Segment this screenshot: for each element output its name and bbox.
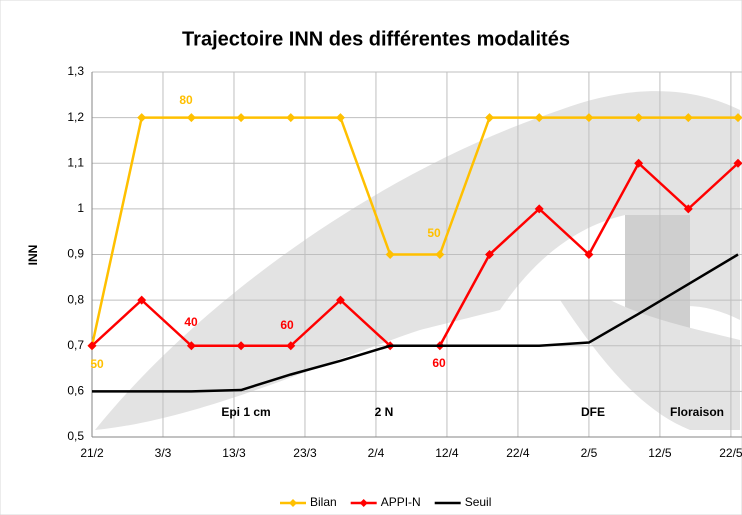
annotation: 50: [90, 357, 104, 371]
annotation: Epi 1 cm: [221, 405, 270, 419]
annotation: Floraison: [670, 405, 724, 419]
legend-label: Seuil: [465, 495, 492, 509]
chart-title: Trajectoire INN des différentes modalité…: [182, 28, 570, 50]
legend-label: Bilan: [310, 495, 337, 509]
y-tick-label: 0,9: [67, 247, 84, 261]
x-tick-label: 3/3: [155, 446, 172, 460]
y-axis-label: INN: [26, 245, 40, 266]
x-tick-label: 12/4: [435, 446, 459, 460]
legend-label: APPI-N: [381, 495, 421, 509]
y-tick-label: 1,1: [67, 155, 84, 169]
x-tick-label: 22/4: [506, 446, 530, 460]
chart: Trajectoire INN des différentes modalité…: [0, 0, 742, 515]
annotation: 40: [184, 315, 198, 329]
annotation: 50: [427, 226, 441, 240]
x-tick-label: 22/5: [719, 446, 742, 460]
x-tick-label: 2/5: [581, 446, 598, 460]
annotation: 2 N: [375, 405, 394, 419]
x-tick-label: 23/3: [293, 446, 317, 460]
y-tick-label: 0,8: [67, 292, 84, 306]
y-tick-label: 0,6: [67, 384, 84, 398]
y-tick-label: 0,5: [67, 429, 84, 443]
x-tick-label: 13/3: [222, 446, 246, 460]
annotation: 80: [179, 93, 193, 107]
y-tick-label: 1: [77, 201, 84, 215]
x-tick-label: 21/2: [80, 446, 104, 460]
y-tick-label: 0,7: [67, 338, 84, 352]
annotation: 60: [432, 356, 446, 370]
y-tick-label: 1,3: [67, 64, 84, 78]
y-tick-label: 1,2: [67, 110, 84, 124]
x-tick-label: 2/4: [368, 446, 385, 460]
annotation: DFE: [581, 405, 605, 419]
x-tick-label: 12/5: [648, 446, 672, 460]
annotation: 60: [280, 318, 294, 332]
